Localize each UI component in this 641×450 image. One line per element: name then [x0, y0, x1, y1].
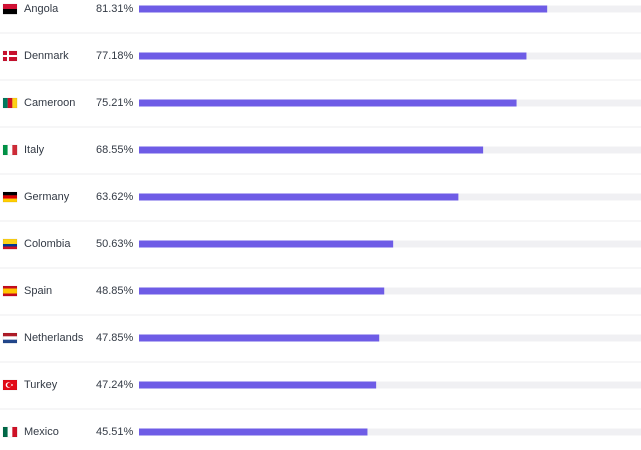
- flag-stripe: [3, 291, 17, 294]
- flag-icon: [2, 332, 18, 344]
- flag-cross: [3, 55, 17, 57]
- flag-border: [2, 379, 18, 391]
- flag-icon: [2, 238, 18, 250]
- percent-label: 47.24%: [96, 379, 134, 391]
- percent-label: 68.55%: [96, 144, 134, 156]
- flag-stripe: [3, 9, 17, 15]
- flag-icon: [2, 191, 18, 203]
- bar: [139, 287, 385, 295]
- country-name: Italy: [24, 144, 45, 156]
- flag-stripe: [3, 4, 17, 10]
- percent-label: 63.62%: [96, 191, 134, 203]
- bar: [139, 334, 380, 342]
- flag-stripe: [3, 427, 8, 437]
- flag-icon: [2, 285, 18, 297]
- bar: [139, 146, 484, 154]
- flag-stripe: [3, 239, 17, 242]
- flag-stripe: [12, 145, 18, 155]
- bar: [139, 428, 368, 436]
- flag-stripe: [12, 98, 18, 108]
- flag-border: [2, 238, 18, 250]
- flag-stripe: [3, 198, 17, 203]
- flag-star: [11, 384, 13, 386]
- country-name: Turkey: [24, 379, 58, 391]
- country-name: Colombia: [24, 238, 71, 250]
- bar: [139, 381, 377, 389]
- flag-icon: [2, 379, 18, 391]
- flag-border: [2, 332, 18, 344]
- flag-stripe: [7, 98, 13, 108]
- flag-crescent: [7, 382, 12, 388]
- country-name: Mexico: [24, 426, 59, 438]
- flag-border: [2, 285, 18, 297]
- flag-stripe: [7, 145, 13, 155]
- flag-border: [2, 3, 18, 15]
- flag-border: [2, 50, 18, 62]
- flag-stripe: [3, 286, 17, 289]
- bar: [139, 193, 459, 201]
- percent-label: 45.51%: [96, 426, 134, 438]
- country-name: Germany: [24, 191, 70, 203]
- flag-stripe: [3, 244, 17, 247]
- bar: [139, 99, 517, 107]
- percent-label: 50.63%: [96, 238, 134, 250]
- country-name: Angola: [24, 3, 59, 15]
- flag-stripe: [12, 427, 18, 437]
- flag-icon: [2, 97, 18, 109]
- bar: [139, 5, 548, 13]
- percent-label: 77.18%: [96, 50, 134, 62]
- flag-stripe: [3, 339, 17, 344]
- flag-stripe: [3, 333, 17, 337]
- bar-track: [139, 334, 641, 342]
- percent-label: 75.21%: [96, 97, 134, 109]
- bar-track: [139, 428, 641, 436]
- flag-stripe: [3, 293, 17, 297]
- bar-track: [139, 287, 641, 295]
- flag-stripe: [3, 192, 17, 196]
- bar-track: [139, 381, 641, 389]
- flag-stripe: [3, 145, 8, 155]
- bar: [139, 240, 394, 248]
- flag-icon: [2, 144, 18, 156]
- flag-stripe: [3, 98, 8, 108]
- flag-border: [2, 191, 18, 203]
- flag-icon: [2, 426, 18, 438]
- flag-icon: [2, 3, 18, 15]
- flag-stripe: [3, 241, 17, 245]
- country-name: Cameroon: [24, 97, 75, 109]
- bar: [139, 52, 527, 60]
- flag-border: [2, 426, 18, 438]
- flag-stripe: [3, 195, 17, 199]
- flag-icon: [2, 50, 18, 62]
- flag-stripe: [3, 288, 17, 292]
- country-name: Netherlands: [24, 332, 84, 344]
- flag-border: [2, 144, 18, 156]
- flag-border: [2, 97, 18, 109]
- percent-label: 47.85%: [96, 332, 134, 344]
- percent-label: 81.31%: [96, 3, 134, 15]
- flag-stripe: [3, 246, 17, 250]
- country-name: Denmark: [24, 50, 69, 62]
- flag-stripe: [3, 336, 17, 340]
- percent-label: 48.85%: [96, 285, 134, 297]
- flag-stripe: [7, 427, 13, 437]
- country-name: Spain: [24, 285, 52, 297]
